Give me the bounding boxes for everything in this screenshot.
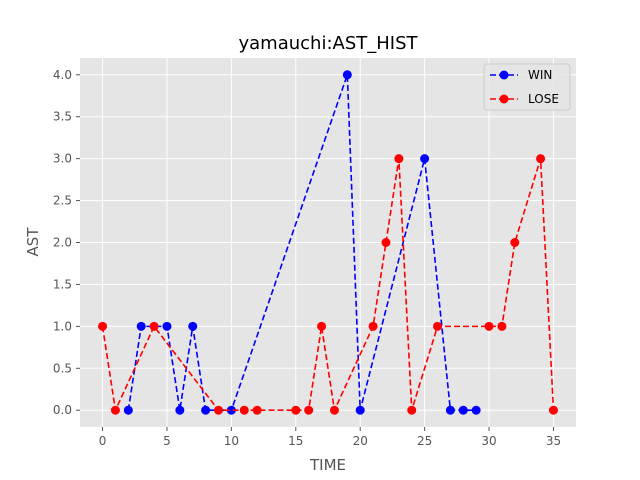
x-tick-label: 10: [224, 434, 239, 448]
y-tick-label: 1.5: [53, 277, 72, 291]
legend-label-win: WIN: [528, 68, 552, 82]
data-point-lose: [484, 321, 494, 331]
x-tick-label: 30: [481, 434, 496, 448]
data-point-lose: [510, 238, 520, 247]
data-point-win: [445, 405, 455, 415]
data-point-lose: [407, 405, 417, 415]
x-tick-label: 25: [417, 434, 432, 448]
x-tick-label: 15: [288, 434, 303, 448]
y-tick-label: 2.0: [53, 236, 72, 250]
y-tick-label: 4.0: [53, 68, 72, 82]
data-point-lose: [110, 405, 120, 415]
data-point-win: [123, 405, 133, 415]
x-tick-label: 5: [163, 434, 171, 448]
data-point-win: [201, 405, 211, 415]
data-point-lose: [329, 405, 339, 415]
data-point-lose: [291, 405, 301, 415]
data-point-lose: [497, 321, 507, 331]
y-tick-label: 0.5: [53, 361, 72, 375]
y-tick-label: 3.5: [53, 110, 72, 124]
series-win: [123, 70, 481, 415]
data-point-win: [175, 405, 185, 415]
data-point-lose: [317, 321, 327, 331]
data-point-win: [226, 405, 236, 415]
legend: WIN LOSE: [483, 63, 571, 111]
data-point-lose: [381, 238, 391, 247]
data-point-lose: [548, 405, 558, 415]
data-point-win: [188, 321, 198, 331]
x-tick-label: 20: [353, 434, 368, 448]
data-point-lose: [239, 405, 249, 415]
data-point-lose: [394, 154, 404, 164]
legend-marker-win: [499, 70, 509, 80]
data-point-win: [355, 405, 365, 415]
series-layer: [98, 70, 558, 415]
legend-label-lose: LOSE: [528, 92, 559, 106]
data-point-lose: [304, 405, 314, 415]
x-tick-label: 0: [99, 434, 107, 448]
data-point-win: [136, 321, 146, 331]
data-point-win: [471, 405, 481, 415]
data-point-lose: [98, 321, 108, 331]
y-tick-label: 0.0: [53, 403, 72, 417]
y-tick-label: 2.5: [53, 194, 72, 208]
data-point-lose: [252, 405, 262, 415]
data-point-win: [162, 321, 172, 331]
y-tick-label: 1.0: [53, 319, 72, 333]
data-point-win: [458, 405, 468, 415]
data-point-lose: [213, 405, 223, 415]
data-point-lose: [536, 154, 546, 164]
tick-labels: 0 5 10 15 20 25 30 35 0.0 0.5 1.0 1.5 2.0 2.5 3.0 3.5 4.…: [53, 68, 561, 448]
y-tick-label: 3.0: [53, 152, 72, 166]
data-point-win: [342, 70, 352, 80]
legend-marker-lose: [499, 94, 509, 104]
y-axis-label: AST: [24, 227, 42, 257]
x-tick-label: 35: [546, 434, 561, 448]
series-lose: [98, 154, 558, 415]
chart-title: yamauchi:AST_HIST: [238, 33, 418, 54]
data-point-lose: [433, 321, 443, 331]
data-point-lose: [368, 321, 378, 331]
data-point-lose: [149, 321, 159, 331]
data-point-win: [420, 154, 430, 164]
x-axis-label: TIME: [309, 456, 346, 474]
